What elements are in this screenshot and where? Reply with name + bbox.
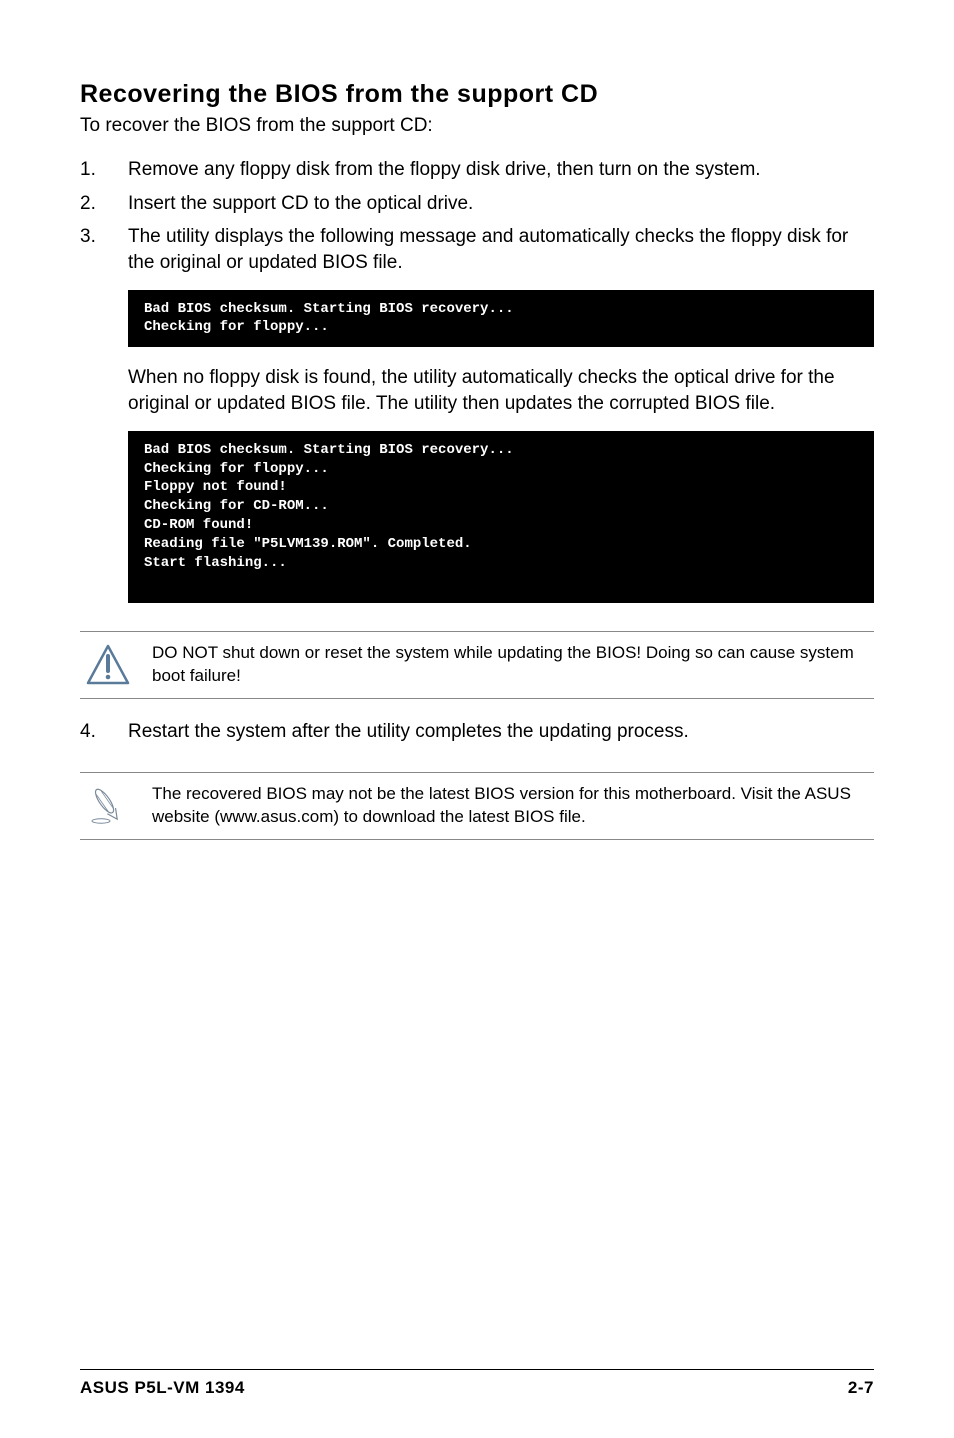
warning-note-box: DO NOT shut down or reset the system whi… xyxy=(80,631,874,699)
intro-paragraph: To recover the BIOS from the support CD: xyxy=(80,115,874,137)
step-3: The utility displays the following messa… xyxy=(80,224,874,275)
pencil-icon xyxy=(86,784,130,828)
steps-list: Remove any floppy disk from the floppy d… xyxy=(80,157,874,276)
terminal-output-1: Bad BIOS checksum. Starting BIOS recover… xyxy=(128,290,874,348)
footer-product-name: ASUS P5L-VM 1394 xyxy=(80,1378,245,1398)
steps-list-continued: Restart the system after the utility com… xyxy=(80,719,874,745)
terminal-output-2: Bad BIOS checksum. Starting BIOS recover… xyxy=(128,431,874,603)
footer-page-number: 2-7 xyxy=(848,1378,874,1398)
sub-paragraph-1: When no floppy disk is found, the utilit… xyxy=(128,365,874,416)
warning-icon xyxy=(86,643,130,687)
step-1: Remove any floppy disk from the floppy d… xyxy=(80,157,874,183)
info-note-text: The recovered BIOS may not be the latest… xyxy=(152,783,870,829)
info-note-box: The recovered BIOS may not be the latest… xyxy=(80,772,874,840)
page-footer: ASUS P5L-VM 1394 2-7 xyxy=(80,1369,874,1398)
section-heading: Recovering the BIOS from the support CD xyxy=(80,80,874,109)
step-4: Restart the system after the utility com… xyxy=(80,719,874,745)
step-2: Insert the support CD to the optical dri… xyxy=(80,191,874,217)
warning-note-text: DO NOT shut down or reset the system whi… xyxy=(152,642,870,688)
